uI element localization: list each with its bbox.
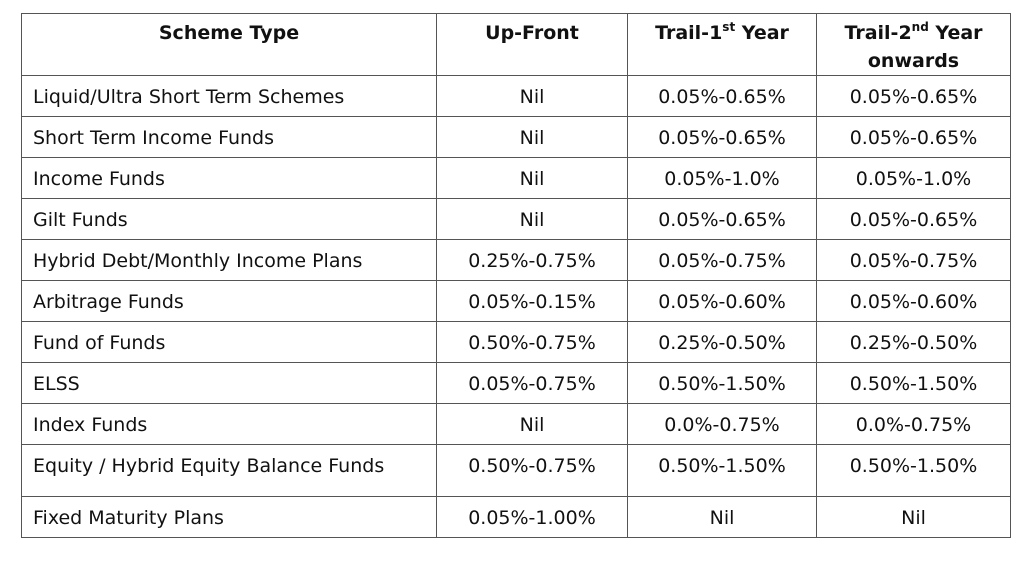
trail-1st-cell: 0.05%-0.65% [627,198,817,240]
commission-table: Scheme Type Up-Front Trail-1st Year Trai… [21,13,1011,538]
trail-2nd-cell: 0.05%-0.65% [816,75,1011,117]
trail-2nd-cell: 0.05%-1.0% [816,157,1011,199]
scheme-cell: Index Funds [21,403,437,445]
trail-1st-cell: 0.50%-1.50% [627,362,817,404]
up-front-cell: 0.50%-0.75% [436,444,628,497]
trail-1st-cell: 0.05%-0.65% [627,116,817,158]
up-front-cell: 0.25%-0.75% [436,239,628,281]
trail-2nd-cell: 0.05%-0.60% [816,280,1011,322]
trail-1st-cell: 0.0%-0.75% [627,403,817,445]
trail-2nd-cell: 0.05%-0.75% [816,239,1011,281]
scheme-cell: Hybrid Debt/Monthly Income Plans [21,239,437,281]
up-front-cell: Nil [436,75,628,117]
table-row: Income Funds Nil 0.05%-1.0% 0.05%-1.0% [21,157,1011,199]
scheme-cell: Fund of Funds [21,321,437,363]
trail-2nd-cell: 0.25%-0.50% [816,321,1011,363]
trail-2nd-cell: 0.05%-0.65% [816,116,1011,158]
scheme-cell: Equity / Hybrid Equity Balance Funds [21,444,437,497]
up-front-cell: Nil [436,116,628,158]
header-trail-1st-sup: st [722,19,736,34]
table-row: Short Term Income Funds Nil 0.05%-0.65% … [21,116,1011,158]
trail-1st-cell: 0.05%-0.60% [627,280,817,322]
trail-1st-cell: 0.05%-1.0% [627,157,817,199]
trail-2nd-cell: 0.50%-1.50% [816,362,1011,404]
trail-1st-cell: Nil [627,496,817,538]
scheme-cell: Arbitrage Funds [21,280,437,322]
header-trail-2nd-prefix: Trail-2 [844,22,912,44]
scheme-cell: Fixed Maturity Plans [21,496,437,538]
trail-2nd-cell: 0.0%-0.75% [816,403,1011,445]
trail-1st-cell: 0.05%-0.75% [627,239,817,281]
header-trail-1st-suffix: Year [735,22,789,44]
up-front-cell: 0.50%-0.75% [436,321,628,363]
table-row: Index Funds Nil 0.0%-0.75% 0.0%-0.75% [21,403,1011,445]
up-front-cell: 0.05%-0.15% [436,280,628,322]
table-row: Fund of Funds 0.50%-0.75% 0.25%-0.50% 0.… [21,321,1011,363]
header-trail-2nd-suffix: Year onwards [867,22,983,72]
trail-1st-cell: 0.50%-1.50% [627,444,817,497]
up-front-cell: Nil [436,403,628,445]
trail-1st-cell: 0.25%-0.50% [627,321,817,363]
trail-2nd-cell: 0.05%-0.65% [816,198,1011,240]
header-trail-1st-prefix: Trail-1 [655,22,723,44]
scheme-cell: Short Term Income Funds [21,116,437,158]
up-front-cell: Nil [436,157,628,199]
table-row: Equity / Hybrid Equity Balance Funds 0.5… [21,444,1011,497]
up-front-cell: 0.05%-1.00% [436,496,628,538]
scheme-cell: Gilt Funds [21,198,437,240]
trail-2nd-cell: Nil [816,496,1011,538]
trail-2nd-cell: 0.50%-1.50% [816,444,1011,497]
trail-1st-cell: 0.05%-0.65% [627,75,817,117]
up-front-cell: Nil [436,198,628,240]
scheme-cell: Income Funds [21,157,437,199]
scheme-cell: ELSS [21,362,437,404]
table-row: Arbitrage Funds 0.05%-0.15% 0.05%-0.60% … [21,280,1011,322]
up-front-cell: 0.05%-0.75% [436,362,628,404]
header-trail-1st-year: Trail-1st Year [627,13,817,76]
table-row: Fixed Maturity Plans 0.05%-1.00% Nil Nil [21,496,1011,538]
table-row: Liquid/Ultra Short Term Schemes Nil 0.05… [21,75,1011,117]
scheme-cell: Liquid/Ultra Short Term Schemes [21,75,437,117]
table-row: ELSS 0.05%-0.75% 0.50%-1.50% 0.50%-1.50% [21,362,1011,404]
header-scheme-type: Scheme Type [21,13,437,76]
header-trail-2nd-year: Trail-2nd Year onwards [816,13,1011,76]
header-row: Scheme Type Up-Front Trail-1st Year Trai… [21,13,1011,76]
table-row: Hybrid Debt/Monthly Income Plans 0.25%-0… [21,239,1011,281]
header-up-front: Up-Front [436,13,628,76]
table-row: Gilt Funds Nil 0.05%-0.65% 0.05%-0.65% [21,198,1011,240]
header-trail-2nd-sup: nd [911,19,929,34]
